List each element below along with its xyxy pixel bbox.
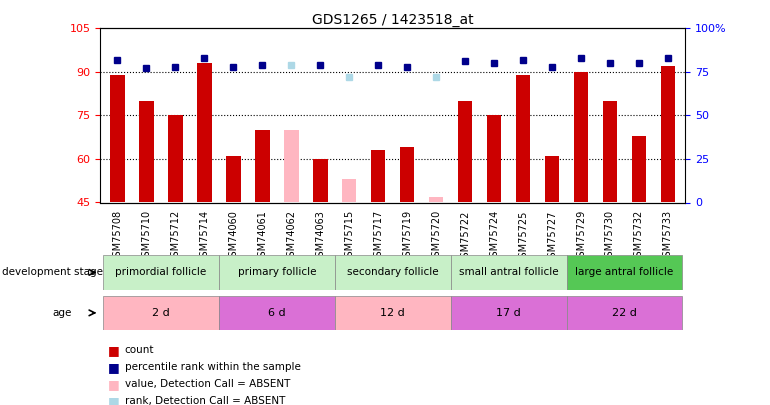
Bar [450, 296, 567, 330]
Text: 22 d: 22 d [612, 308, 637, 318]
Bar [226, 156, 240, 202]
Text: count: count [125, 345, 154, 355]
Bar [284, 130, 299, 202]
Bar [567, 296, 682, 330]
Text: primary follicle: primary follicle [238, 267, 316, 277]
Text: 12 d: 12 d [380, 308, 405, 318]
Text: primordial follicle: primordial follicle [116, 267, 206, 277]
Bar [516, 75, 531, 202]
Bar [197, 63, 212, 202]
Text: small antral follicle: small antral follicle [459, 267, 558, 277]
Bar [219, 296, 335, 330]
Bar [429, 197, 444, 202]
Bar [567, 255, 682, 290]
Bar [103, 255, 219, 290]
Text: 2 d: 2 d [152, 308, 170, 318]
Bar [335, 255, 450, 290]
Bar [631, 136, 646, 202]
Bar [342, 179, 357, 202]
Bar [545, 156, 559, 202]
Bar [255, 130, 270, 202]
Bar [574, 72, 588, 202]
Text: ■: ■ [108, 361, 119, 374]
Bar [603, 101, 618, 202]
Bar [335, 296, 450, 330]
Text: percentile rank within the sample: percentile rank within the sample [125, 362, 300, 372]
Text: development stage: development stage [2, 267, 102, 277]
Bar [371, 150, 386, 202]
Text: value, Detection Call = ABSENT: value, Detection Call = ABSENT [125, 379, 290, 389]
Bar [168, 115, 182, 202]
Bar [103, 296, 219, 330]
Bar [487, 115, 501, 202]
Bar [450, 255, 567, 290]
Bar [458, 101, 472, 202]
Text: 17 d: 17 d [496, 308, 521, 318]
Text: ■: ■ [108, 395, 119, 405]
Text: 6 d: 6 d [268, 308, 286, 318]
Text: rank, Detection Call = ABSENT: rank, Detection Call = ABSENT [125, 396, 285, 405]
Text: large antral follicle: large antral follicle [575, 267, 674, 277]
Title: GDS1265 / 1423518_at: GDS1265 / 1423518_at [312, 13, 474, 27]
Text: ■: ■ [108, 344, 119, 357]
Bar [661, 66, 675, 202]
Bar [110, 75, 125, 202]
Text: secondary follicle: secondary follicle [347, 267, 438, 277]
Text: age: age [52, 308, 72, 318]
Bar [219, 255, 335, 290]
Bar [400, 147, 414, 202]
Bar [313, 159, 327, 202]
Bar [139, 101, 154, 202]
Text: ■: ■ [108, 378, 119, 391]
